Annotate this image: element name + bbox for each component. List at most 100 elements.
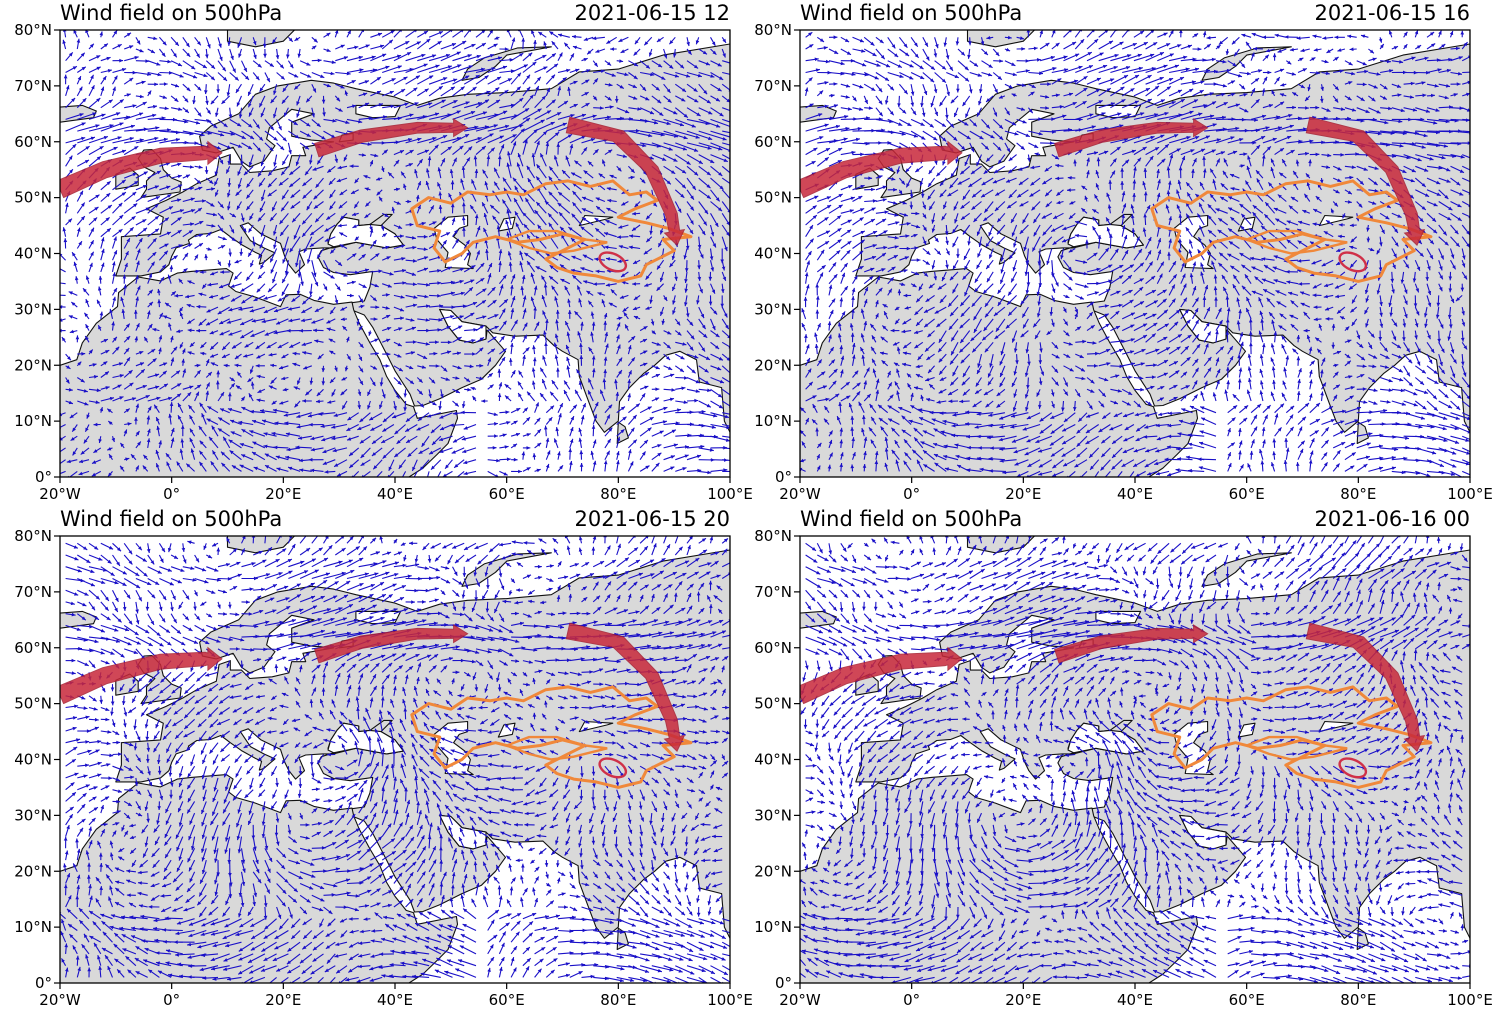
wind-vector-head: [979, 467, 984, 472]
wind-vector-head: [536, 202, 541, 206]
wind-vector-head: [531, 153, 536, 158]
wind-vector-head: [891, 449, 896, 454]
wind-vector-head: [453, 411, 457, 416]
wind-vector-head: [273, 445, 278, 450]
wind-vector-head: [623, 312, 628, 317]
wind-vector-head: [90, 74, 94, 79]
wind-vector-head: [74, 276, 79, 281]
wind-vector-head: [177, 383, 182, 387]
wind-vector-head: [256, 374, 261, 379]
wind-vector-head: [261, 319, 266, 324]
wind-vector-head: [548, 417, 553, 422]
wind-vector-head: [71, 98, 76, 102]
wind-vector-head: [966, 468, 971, 472]
wind-vector-head: [481, 146, 486, 150]
wind-vector-head: [89, 43, 94, 48]
wind-vector-head: [209, 436, 213, 441]
wind-vector-head: [231, 213, 236, 218]
wind-vector-head: [1201, 417, 1206, 421]
wind-vector-head: [417, 181, 421, 186]
wind-vector-head: [170, 335, 174, 340]
wind-vector-head: [174, 41, 179, 46]
wind-vector-head: [942, 419, 947, 424]
wind-vector-head: [477, 137, 482, 141]
wind-vector-head: [293, 235, 298, 240]
wind-vector-head: [603, 460, 608, 465]
wind-vector-head: [1272, 438, 1277, 443]
wind-vector-head: [522, 355, 526, 359]
wind-vector-head: [663, 406, 668, 411]
wind-vector-head: [1368, 432, 1373, 436]
wind-vector-head: [129, 227, 134, 232]
wind-vector-head: [1300, 440, 1305, 445]
wind-vector-head: [230, 377, 235, 382]
wind-vector-head: [219, 296, 224, 300]
wind-vector: [376, 471, 383, 477]
wind-vector-head: [118, 229, 123, 233]
wind-vector-head: [338, 108, 343, 112]
wind-vector-head: [228, 332, 233, 336]
wind-vector-head: [210, 461, 215, 466]
wind-vector-head: [90, 227, 94, 232]
wind-vector: [722, 423, 730, 427]
wind-vector-head: [505, 410, 510, 415]
wind-vector-head: [464, 134, 470, 138]
wind-vector-head: [641, 179, 646, 184]
wind-vector-head: [954, 443, 959, 448]
wind-vector: [456, 470, 465, 477]
wind-vector-head: [295, 161, 300, 166]
wind-vector-head: [656, 286, 661, 291]
wind-vector-head: [435, 64, 440, 69]
wind-vector-head: [70, 437, 75, 441]
wind-vector-head: [427, 414, 432, 418]
wind-vector-head: [166, 461, 170, 466]
wind-vector-head: [168, 206, 173, 210]
wind-vector-head: [862, 464, 867, 468]
wind-vector-head: [592, 36, 597, 41]
wind-vector: [722, 142, 730, 146]
wind-vector-head: [286, 328, 291, 333]
wind-vector-head: [421, 365, 426, 369]
wind-vector-head: [69, 169, 73, 174]
wind-vector-head: [403, 76, 408, 81]
wind-vector-head: [323, 286, 328, 291]
wind-vector-head: [386, 256, 391, 260]
wind-vector-head: [359, 439, 364, 444]
wind-vector-head: [666, 180, 671, 185]
wind-vector-head: [721, 289, 725, 293]
wind-vector-head: [111, 321, 115, 326]
wind-vector-head: [99, 146, 104, 150]
wind-vector-head: [680, 355, 685, 360]
wind-vector-head: [694, 64, 699, 69]
madagascar-land: [416, 476, 446, 477]
wind-vector-head: [1264, 414, 1268, 419]
wind-vector-head: [123, 429, 128, 434]
wind-vector-head: [874, 451, 879, 456]
wind-vector-head: [495, 474, 499, 477]
wind-vector-head: [1335, 463, 1340, 468]
wind-vector-head: [425, 181, 430, 186]
wind-vector-head: [437, 167, 442, 172]
wind-vector-head: [154, 185, 159, 189]
wind-vector-head: [302, 182, 307, 186]
wind-vector-head: [577, 331, 581, 336]
wind-vector-head: [134, 56, 139, 60]
wind-vector-head: [874, 460, 879, 465]
wind-vector-head: [125, 408, 130, 413]
wind-vector-head: [453, 100, 458, 104]
wind-vector-head: [999, 425, 1004, 429]
wind-vector-head: [218, 417, 223, 421]
wind-vector-head: [1185, 455, 1190, 460]
wind-vector-head: [511, 274, 516, 279]
wind-vector-head: [568, 448, 572, 453]
wind-vector-head: [989, 469, 993, 473]
wind-vector-head: [188, 243, 193, 247]
wind-vector-head: [329, 180, 333, 185]
wind-vector-head: [689, 346, 694, 351]
wind-vector: [60, 282, 66, 285]
wind-vector-head: [178, 403, 182, 408]
wind-vector-head: [294, 85, 299, 90]
wind-vector-head: [459, 267, 465, 272]
wind-vector-head: [360, 462, 365, 466]
wind-vector-head: [1014, 462, 1019, 466]
